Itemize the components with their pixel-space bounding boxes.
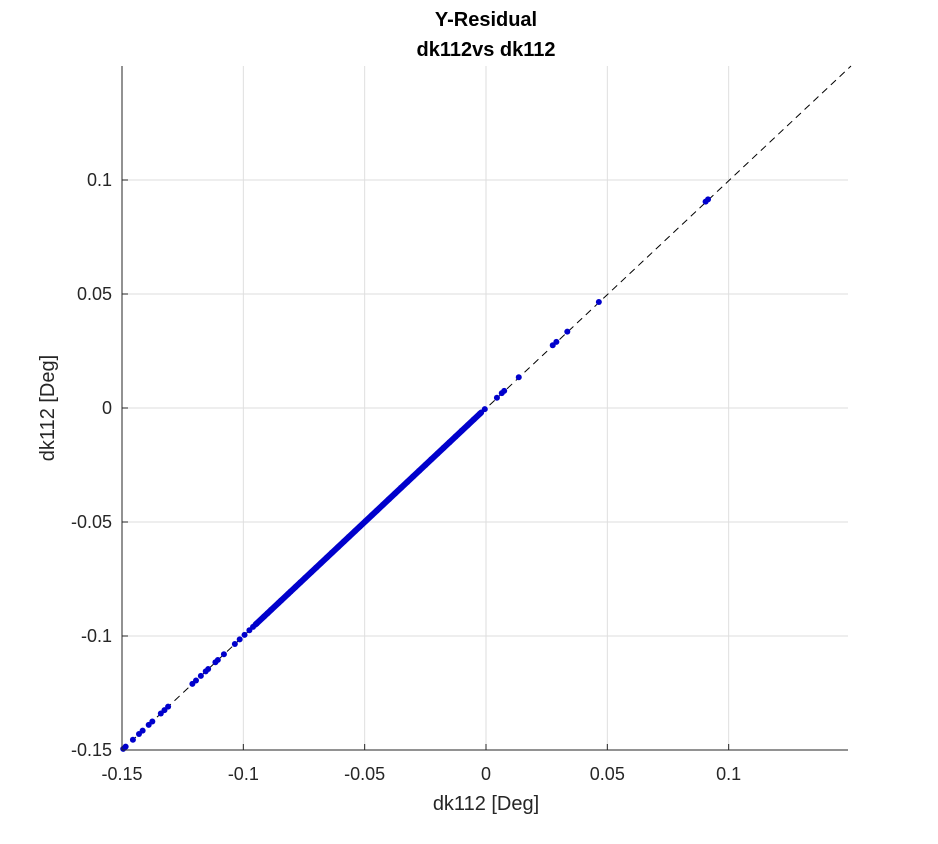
data-point (351, 528, 358, 535)
data-point (297, 579, 304, 586)
data-point (470, 416, 477, 423)
data-point (481, 406, 488, 413)
x-tick-label: 0.05 (590, 764, 625, 784)
data-point (464, 422, 471, 429)
data-point (373, 507, 380, 514)
data-point (236, 636, 243, 643)
data-point (165, 703, 172, 710)
data-point (452, 433, 459, 440)
data-point (241, 631, 248, 638)
reference-line (121, 65, 852, 751)
data-point (205, 666, 212, 673)
data-point (302, 574, 309, 581)
data-point (398, 484, 405, 491)
data-point (553, 338, 560, 345)
data-point (446, 439, 453, 446)
data-point (328, 549, 335, 556)
data-point (379, 501, 386, 508)
x-axis-ticks: -0.15 -0.1 -0.05 0 0.05 0.1 (101, 744, 741, 784)
y-axis-label: dk112 [Deg] (37, 355, 59, 461)
chart-subtitle: dk112vs dk112 (416, 39, 555, 61)
data-point (122, 743, 129, 750)
data-point (515, 374, 522, 381)
data-point (404, 479, 411, 486)
data-point (214, 656, 221, 663)
data-point (277, 597, 284, 604)
data-point (422, 462, 429, 468)
data-point (317, 560, 324, 567)
data-point (493, 394, 500, 401)
data-point (253, 620, 260, 627)
data-point (705, 196, 712, 203)
data-point (434, 450, 441, 457)
data-point (362, 517, 369, 524)
data-point (139, 727, 146, 734)
x-tick-label: -0.15 (101, 764, 142, 784)
chart-title: Y-Residual (435, 9, 537, 31)
y-tick-label: -0.15 (71, 740, 112, 760)
data-point (385, 496, 392, 503)
data-point (476, 410, 483, 417)
y-tick-label: 0.1 (87, 170, 112, 190)
data-point (410, 473, 417, 480)
data-point (368, 512, 375, 519)
x-tick-label: -0.1 (228, 764, 259, 784)
data-point (595, 298, 602, 305)
data-point (287, 588, 294, 595)
data-point (197, 672, 204, 679)
data-point (345, 533, 352, 540)
data-point (313, 564, 320, 571)
y-tick-label: -0.05 (71, 512, 112, 532)
data-point (231, 640, 238, 647)
data-point (392, 490, 398, 497)
y-axis-ticks: -0.15 -0.1 -0.05 0 0.05 0.1 (71, 170, 128, 760)
x-axis-label: dk112 [Deg] (433, 793, 539, 815)
x-tick-label: -0.05 (344, 764, 385, 784)
data-point (416, 467, 423, 474)
y-tick-label: 0 (102, 398, 112, 418)
data-point (292, 583, 299, 590)
y-tick-label: 0.05 (77, 284, 112, 304)
data-point (356, 523, 363, 530)
x-tick-label: 0.1 (716, 764, 741, 784)
data-point (268, 606, 275, 613)
data-point (334, 544, 341, 551)
data-point (501, 387, 508, 394)
data-point (193, 677, 200, 684)
data-point (220, 651, 227, 658)
data-point (440, 444, 447, 451)
data-point (458, 427, 465, 434)
data-point (564, 328, 571, 335)
data-point (428, 456, 435, 463)
data-point (341, 538, 348, 545)
data-point (129, 736, 136, 743)
data-point (149, 718, 156, 725)
y-tick-label: -0.1 (81, 626, 112, 646)
data-points (120, 196, 712, 752)
data-point (324, 554, 331, 561)
data-point (308, 569, 315, 576)
x-tick-label: 0 (481, 764, 491, 784)
